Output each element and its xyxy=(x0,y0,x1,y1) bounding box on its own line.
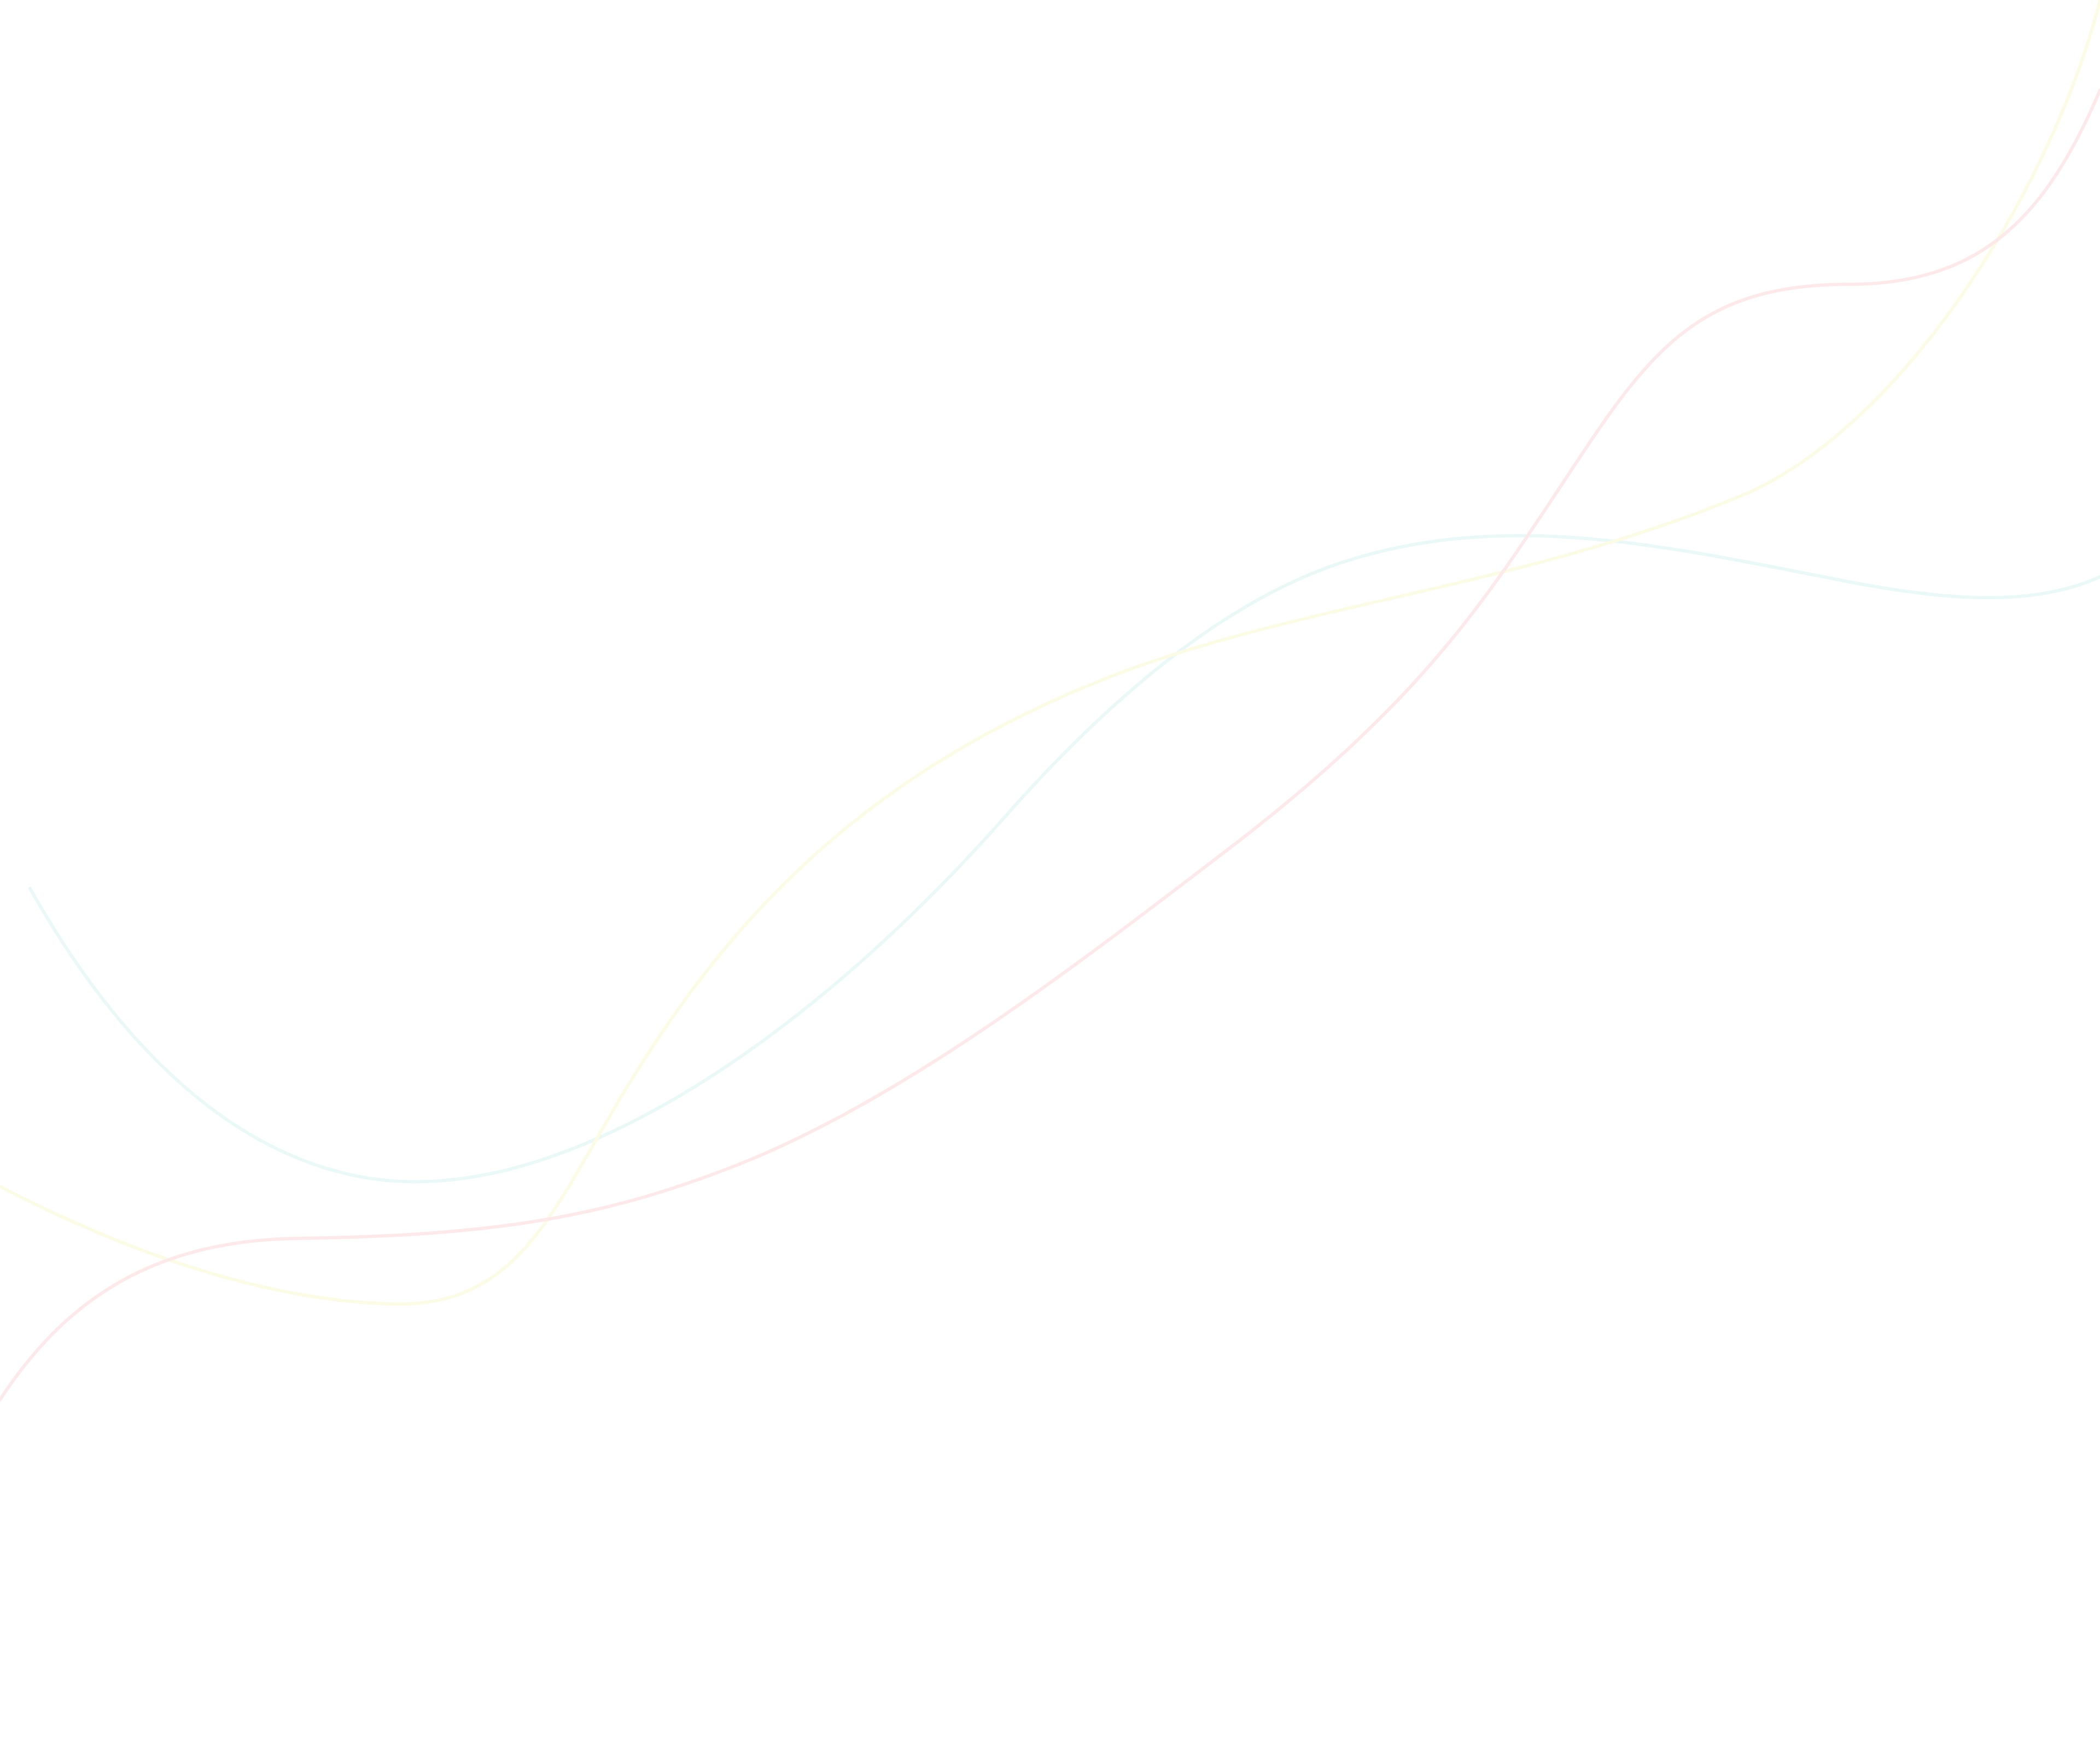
cyan-wave-line xyxy=(28,534,2100,1184)
yellow-wave-line xyxy=(0,0,2100,1306)
pink-wave-line xyxy=(0,89,2100,1401)
